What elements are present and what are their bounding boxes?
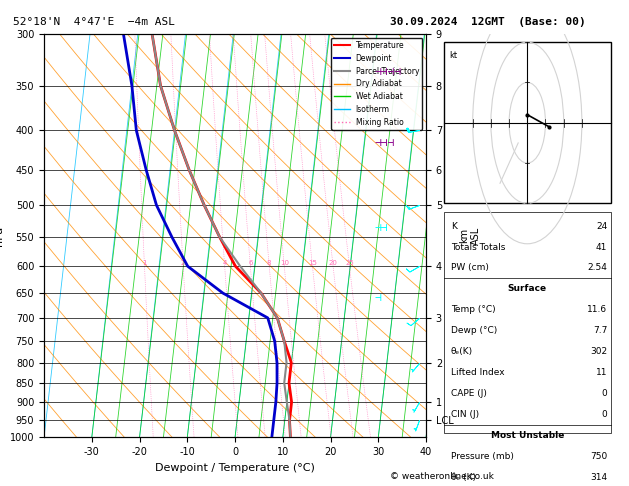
Dewpoint	[268, 434, 276, 440]
Parcel Trajectory	[283, 360, 291, 365]
Legend: Temperature, Dewpoint, Parcel Trajectory, Dry Adiabat, Wet Adiabat, Isotherm, Mi: Temperature, Dewpoint, Parcel Trajectory…	[331, 38, 422, 130]
Text: 30.09.2024  12GMT  (Base: 00): 30.09.2024 12GMT (Base: 00)	[390, 17, 586, 27]
Parcel Trajectory	[170, 127, 178, 133]
Bar	[443, 211, 611, 434]
Text: © weatheronline.co.uk: © weatheronline.co.uk	[390, 472, 494, 481]
Text: ⊣⊣: ⊣⊣	[374, 223, 387, 233]
Text: Totals Totals: Totals Totals	[451, 243, 505, 251]
Text: Temp (°C): Temp (°C)	[451, 305, 496, 314]
Temperature	[288, 399, 296, 405]
Text: 11.6: 11.6	[587, 305, 608, 314]
Parcel Trajectory	[286, 417, 293, 423]
Temperature	[216, 234, 223, 240]
Text: 10: 10	[280, 260, 289, 266]
Dewpoint	[272, 399, 280, 405]
Text: Lifted Index: Lifted Index	[451, 368, 504, 377]
Text: 314: 314	[590, 473, 608, 482]
Text: 15: 15	[308, 260, 317, 266]
Parcel Trajectory	[281, 380, 288, 386]
Text: ⊣: ⊣	[374, 294, 381, 303]
Dewpoint	[264, 315, 272, 321]
Text: Dewp (°C): Dewp (°C)	[451, 327, 497, 335]
Temperature	[257, 290, 265, 296]
Dewpoint	[271, 338, 279, 344]
Parcel Trajectory	[287, 434, 294, 440]
Dewpoint	[219, 290, 226, 296]
Text: 2.54: 2.54	[587, 263, 608, 273]
Line: Parcel Trajectory: Parcel Trajectory	[152, 34, 291, 437]
Text: 2: 2	[181, 260, 186, 266]
Dewpoint	[133, 127, 140, 133]
Temperature	[231, 263, 239, 269]
Line: Dewpoint: Dewpoint	[123, 34, 277, 437]
Parcel Trajectory	[157, 83, 164, 88]
Parcel Trajectory	[201, 202, 208, 208]
Parcel Trajectory	[283, 399, 291, 405]
Text: Surface: Surface	[508, 284, 547, 294]
Text: PW (cm): PW (cm)	[451, 263, 489, 273]
Text: 24: 24	[596, 222, 608, 230]
Text: 20: 20	[328, 260, 338, 266]
Text: 1: 1	[142, 260, 147, 266]
Text: 41: 41	[596, 243, 608, 251]
Text: 0: 0	[601, 389, 608, 399]
Text: CIN (J): CIN (J)	[451, 410, 479, 419]
Text: 750: 750	[590, 452, 608, 461]
Y-axis label: km
ASL: km ASL	[459, 226, 481, 245]
Text: 7.7: 7.7	[593, 327, 608, 335]
Dewpoint	[168, 234, 175, 240]
Dewpoint	[273, 380, 281, 386]
Parcel Trajectory	[237, 263, 244, 269]
Temperature	[186, 167, 193, 173]
Dewpoint	[153, 202, 160, 208]
Text: 8: 8	[267, 260, 272, 266]
Text: 25: 25	[345, 260, 354, 266]
Dewpoint	[128, 83, 136, 88]
Dewpoint	[273, 360, 281, 365]
Text: kt: kt	[449, 51, 457, 60]
Parcel Trajectory	[257, 290, 265, 296]
Text: 52°18'N  4°47'E  −4m ASL: 52°18'N 4°47'E −4m ASL	[13, 17, 175, 27]
Text: 11: 11	[596, 368, 608, 377]
Parcel Trajectory	[281, 338, 288, 344]
Parcel Trajectory	[274, 315, 281, 321]
Temperature	[285, 380, 292, 386]
Y-axis label: hPa: hPa	[0, 226, 4, 246]
Line: Temperature: Temperature	[152, 34, 292, 437]
Parcel Trajectory	[148, 31, 156, 37]
Text: Most Unstable: Most Unstable	[491, 431, 564, 440]
X-axis label: Dewpoint / Temperature (°C): Dewpoint / Temperature (°C)	[155, 463, 315, 473]
Text: Pressure (mb): Pressure (mb)	[451, 452, 514, 461]
Text: 4: 4	[223, 260, 227, 266]
Parcel Trajectory	[186, 167, 193, 173]
Text: 6: 6	[248, 260, 253, 266]
Temperature	[157, 83, 164, 88]
Temperature	[274, 315, 281, 321]
Temperature	[286, 417, 293, 423]
Bar	[443, 42, 611, 204]
Dewpoint	[270, 417, 277, 423]
Text: ⊣⊣⊣⊣: ⊣⊣⊣⊣	[374, 68, 401, 77]
Text: K: K	[451, 222, 457, 230]
Text: θₑ (K): θₑ (K)	[451, 473, 476, 482]
Temperature	[148, 31, 156, 37]
Temperature	[201, 202, 208, 208]
Temperature	[170, 127, 178, 133]
Dewpoint	[120, 31, 127, 37]
Text: θₑ(K): θₑ(K)	[451, 347, 473, 356]
Temperature	[287, 360, 295, 365]
Text: 302: 302	[590, 347, 608, 356]
Text: 0: 0	[601, 410, 608, 419]
Text: ⊣⊣⊣: ⊣⊣⊣	[374, 138, 394, 148]
Text: CAPE (J): CAPE (J)	[451, 389, 487, 399]
Temperature	[287, 434, 294, 440]
Dewpoint	[184, 263, 191, 269]
Dewpoint	[142, 167, 150, 173]
Parcel Trajectory	[216, 234, 223, 240]
Temperature	[281, 338, 288, 344]
